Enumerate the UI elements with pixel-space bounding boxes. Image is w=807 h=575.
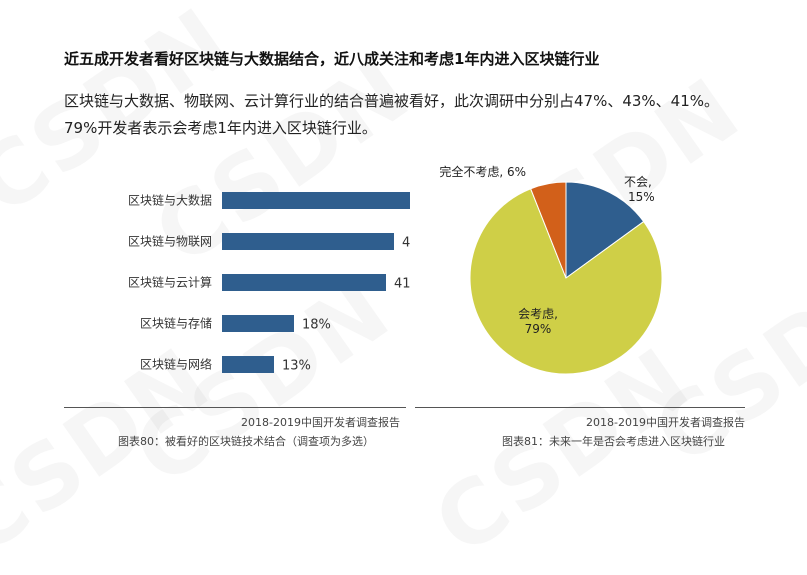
bar-chart-svg: 区块链与大数据47%区块链与物联网43%区块链与云计算41%区块链与存储18%区… — [128, 192, 447, 374]
bar — [222, 315, 294, 332]
right-figure-caption: 图表81：未来一年是否会考虑进入区块链行业 — [502, 435, 725, 448]
bar-value-label: 41% — [394, 277, 410, 292]
pie-slice-value: 79% — [525, 322, 552, 336]
bar-chart: 区块链与大数据47%区块链与物联网43%区块链与云计算41%区块链与存储18%区… — [70, 170, 447, 395]
pie-slice-label: 完全不考虑, 6% — [439, 164, 526, 179]
bar-category-label: 区块链与云计算 — [128, 275, 212, 290]
bar — [222, 233, 394, 250]
left-figure-divider — [64, 407, 406, 408]
right-figure-divider — [415, 407, 745, 408]
paragraph-line: 79%开发者表示会考虑1年内进入区块链行业。 — [64, 119, 377, 137]
pie-slice-label: 会考虑, — [518, 307, 558, 321]
bar — [222, 356, 274, 373]
right-figure-source: 2018-2019中国开发者调查报告 — [586, 416, 745, 429]
bar-category-label: 区块链与网络 — [140, 357, 212, 372]
pie-chart-svg: 不会,15% 会考虑,79% 完全不考虑, 6% — [439, 164, 663, 375]
intro-paragraph: 区块链与大数据、物联网、云计算行业的结合普遍被看好，此次调研中分别占47%、43… — [64, 88, 764, 142]
bar — [222, 192, 410, 209]
paragraph-line: 区块链与大数据、物联网、云计算行业的结合普遍被看好，此次调研中分别占47%、43… — [64, 92, 720, 110]
pie-slice-label: 不会, — [624, 175, 652, 189]
pie-slice — [565, 181, 645, 279]
left-figure-source: 2018-2019中国开发者调查报告 — [241, 416, 400, 429]
bar-value-label: 13% — [282, 359, 311, 374]
bar-category-label: 区块链与大数据 — [128, 193, 212, 208]
bar-value-label: 18% — [302, 318, 331, 333]
headline: 近五成开发者看好区块链与大数据结合，近八成关注和考虑1年内进入区块链行业 — [64, 50, 600, 68]
bar — [222, 274, 386, 291]
bar-value-label: 43% — [402, 236, 410, 251]
pie-slice — [530, 181, 567, 279]
bar-category-label: 区块链与存储 — [140, 316, 212, 331]
pie-slice-value: 15% — [628, 190, 655, 204]
bar-category-label: 区块链与物联网 — [128, 234, 212, 249]
left-figure-caption: 图表80：被看好的区块链技术结合（调查项为多选） — [118, 435, 374, 448]
pie-slice — [469, 188, 663, 375]
pie-chart: 不会, 15% 会考虑, 79% 完全不考虑, 6% — [420, 150, 720, 400]
